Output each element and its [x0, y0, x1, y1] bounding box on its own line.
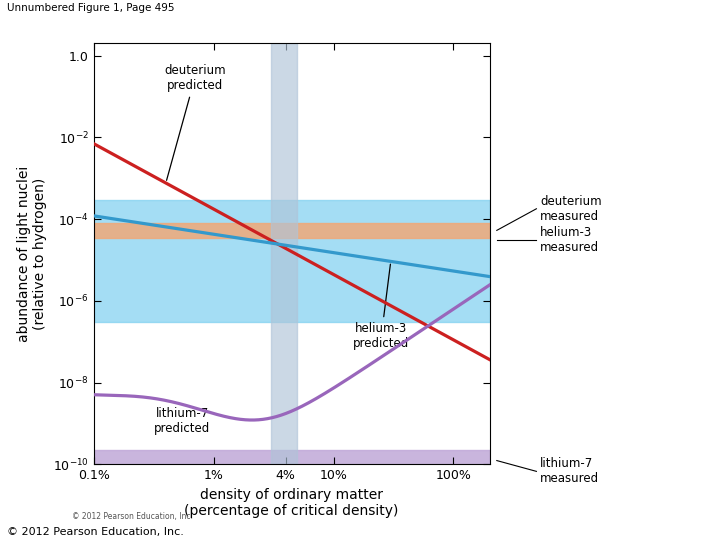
Text: lithium-7
predicted: lithium-7 predicted [154, 402, 210, 435]
Bar [94, 223, 490, 238]
Y-axis label: abundance of light nuclei
(relative to hydrogen): abundance of light nuclei (relative to h… [17, 166, 48, 342]
Text: deuterium
measured: deuterium measured [540, 195, 602, 223]
Text: © 2012 Pearson Education, Inc.: © 2012 Pearson Education, Inc. [72, 512, 193, 521]
Bar [94, 200, 490, 322]
X-axis label: density of ordinary matter
(percentage of critical density): density of ordinary matter (percentage o… [184, 488, 399, 518]
Text: © 2012 Pearson Education, Inc.: © 2012 Pearson Education, Inc. [7, 527, 184, 537]
Text: lithium-7
measured: lithium-7 measured [540, 457, 599, 485]
Text: helium-3
measured: helium-3 measured [540, 226, 599, 254]
Bar [94, 450, 490, 471]
Text: Unnumbered Figure 1, Page 495: Unnumbered Figure 1, Page 495 [7, 3, 175, 13]
Text: deuterium
predicted: deuterium predicted [164, 64, 226, 180]
Bar [271, 43, 297, 464]
Text: helium-3
predicted: helium-3 predicted [353, 264, 410, 350]
